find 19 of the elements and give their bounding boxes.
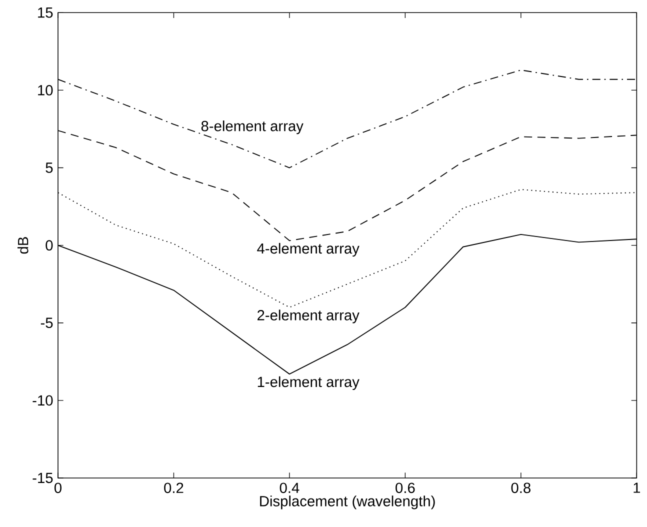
series-label: 4-element array <box>257 242 360 257</box>
y-tick-label: 0 <box>46 240 53 251</box>
x-tick-label: 0.6 <box>396 482 415 494</box>
y-tick-label: -10 <box>32 395 53 406</box>
y-tick-label: 10 <box>38 85 53 96</box>
x-tick-label: 0.4 <box>280 482 300 494</box>
y-tick-label: -15 <box>32 472 53 484</box>
y-tick-label: 15 <box>38 8 53 18</box>
x-tick-label: 0.2 <box>164 482 184 494</box>
series-label: 1-element array <box>258 376 360 390</box>
x-tick-label: 1 <box>634 482 640 493</box>
x-axis-title: Displacement (wavelength) <box>260 496 435 510</box>
series-label: 8-element array <box>201 120 304 134</box>
series-label: 2-element array <box>258 310 360 324</box>
x-tick-label: 0 <box>54 482 62 494</box>
y-tick-label: 5 <box>46 162 53 173</box>
y-tick-label: -5 <box>40 318 53 328</box>
x-tick-label: 0.8 <box>511 482 530 494</box>
y-axis-title: dB <box>18 237 28 254</box>
